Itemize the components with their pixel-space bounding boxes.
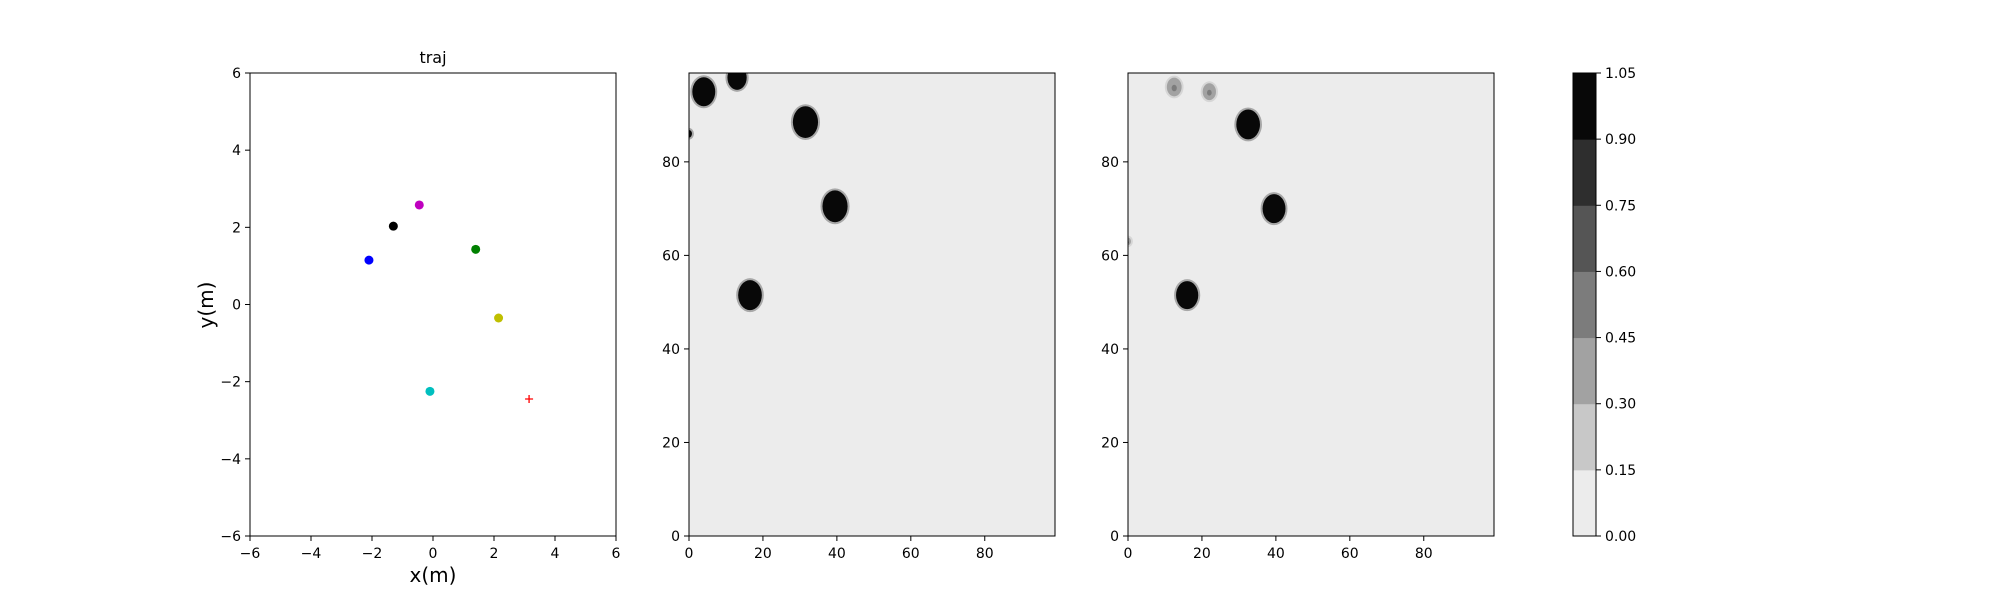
colorbar-ticks: 0.00 0.15 0.30 0.45 0.60 0.75 0.90 1.05 [1596, 66, 1636, 545]
agent-point [471, 244, 481, 254]
agent-point [425, 386, 435, 396]
traj-x-ticks: −6 −4 −2 0 2 4 6 [240, 536, 621, 562]
y-tick-label: 60 [1101, 248, 1119, 264]
map-heatmap-1: 0 20 40 60 80 0 20 40 60 80 [662, 72, 1056, 562]
obstacle-blob [1262, 194, 1286, 224]
map-heatmap-2: 0 20 40 60 80 0 20 40 60 80 [1101, 72, 1495, 562]
y-tick-label: 60 [662, 248, 680, 264]
map1-y-ticks: 0 20 40 60 80 [662, 155, 689, 545]
y-tick-label: 80 [1101, 155, 1119, 171]
map2-blobs [1128, 75, 1288, 312]
colorbar-tick-label: 0.90 [1605, 132, 1636, 148]
map2-x-ticks: 0 20 40 60 80 [1124, 536, 1433, 562]
colorbar-frame [1572, 72, 1597, 537]
y-tick-label: 2 [232, 220, 241, 236]
x-tick-label: 80 [976, 546, 994, 562]
x-tick-label: 0 [1124, 546, 1133, 562]
map2-y-ticks: 0 20 40 60 80 [1101, 155, 1128, 545]
obstacle-blob [738, 280, 762, 311]
colorbar-tick-label: 0.00 [1605, 529, 1636, 545]
y-tick-label: −6 [220, 529, 241, 545]
colorbar-tick-label: 0.45 [1605, 331, 1636, 347]
map2-frame [1127, 72, 1495, 537]
x-tick-label: 2 [490, 546, 499, 562]
obstacle-blob [1236, 109, 1260, 140]
y-tick-label: 6 [232, 66, 241, 82]
x-tick-label: 6 [612, 546, 621, 562]
colorbar-level [1573, 469, 1596, 537]
y-tick-label: −4 [220, 452, 241, 468]
obstacle-blob [689, 130, 692, 138]
colorbar-levels [1573, 73, 1596, 537]
colorbar-level [1573, 403, 1596, 471]
colorbar-tick-label: 0.15 [1605, 463, 1636, 479]
colorbar-level [1573, 271, 1596, 339]
colorbar-level [1573, 205, 1596, 272]
agent-point [364, 255, 374, 265]
x-tick-label: 0 [429, 546, 438, 562]
y-tick-label: −2 [220, 375, 241, 391]
y-tick-label: 0 [1110, 529, 1119, 545]
colorbar-level [1573, 139, 1596, 206]
x-tick-label: 4 [551, 546, 560, 562]
traj-y-axis-label: y(m) [194, 282, 218, 329]
colorbar-tick-label: 1.05 [1605, 66, 1636, 82]
y-tick-label: 0 [232, 298, 241, 314]
blob-core [1207, 89, 1212, 96]
y-tick-label: 40 [1101, 342, 1119, 358]
obstacle-blob [822, 190, 848, 223]
y-tick-label: 40 [662, 342, 680, 358]
obstacle-blob [727, 73, 747, 90]
y-tick-label: 0 [671, 529, 680, 545]
x-tick-label: 60 [902, 546, 920, 562]
traj-points [364, 200, 534, 404]
colorbar-tick-label: 0.60 [1605, 264, 1636, 280]
colorbar-tick-label: 0.30 [1605, 397, 1636, 413]
x-tick-label: 0 [685, 546, 694, 562]
colorbar-tick-label: 0.75 [1605, 198, 1636, 214]
obstacle-blob [692, 77, 716, 107]
x-tick-label: 80 [1415, 546, 1433, 562]
agent-point [494, 313, 504, 323]
traj-x-axis-label: x(m) [410, 563, 457, 587]
traj-plot-title: traj [419, 48, 446, 67]
y-tick-label: 4 [232, 143, 241, 159]
colorbar-level [1573, 337, 1596, 405]
colorbar: 0.00 0.15 0.30 0.45 0.60 0.75 0.90 1.05 [1572, 66, 1636, 545]
obstacle-blob [792, 106, 819, 139]
x-tick-label: 20 [754, 546, 772, 562]
traj-scatter-plot: traj −6 −4 −2 0 2 4 6 −6 −4 −2 0 2 4 6 x(m) y(m) [194, 48, 621, 587]
x-tick-label: −4 [301, 546, 322, 562]
goal-marker [525, 395, 534, 404]
map1-x-ticks: 0 20 40 60 80 [685, 536, 994, 562]
agent-point [414, 200, 424, 210]
obstacle-blob [1176, 281, 1199, 310]
blob-core [1171, 84, 1177, 92]
map1-frame [688, 72, 1056, 537]
x-tick-label: −6 [240, 546, 261, 562]
x-tick-label: 20 [1193, 546, 1211, 562]
y-tick-label: 20 [662, 435, 680, 451]
agent-point [388, 221, 398, 231]
y-tick-label: 80 [662, 155, 680, 171]
x-tick-label: 60 [1341, 546, 1359, 562]
y-tick-label: 20 [1101, 435, 1119, 451]
x-tick-label: 40 [1267, 546, 1285, 562]
colorbar-level [1573, 73, 1596, 140]
x-tick-label: 40 [828, 546, 846, 562]
x-tick-label: −2 [362, 546, 383, 562]
traj-plot-area [250, 73, 616, 536]
traj-y-ticks: −6 −4 −2 0 2 4 6 [220, 66, 250, 545]
map1-blobs [689, 73, 850, 313]
